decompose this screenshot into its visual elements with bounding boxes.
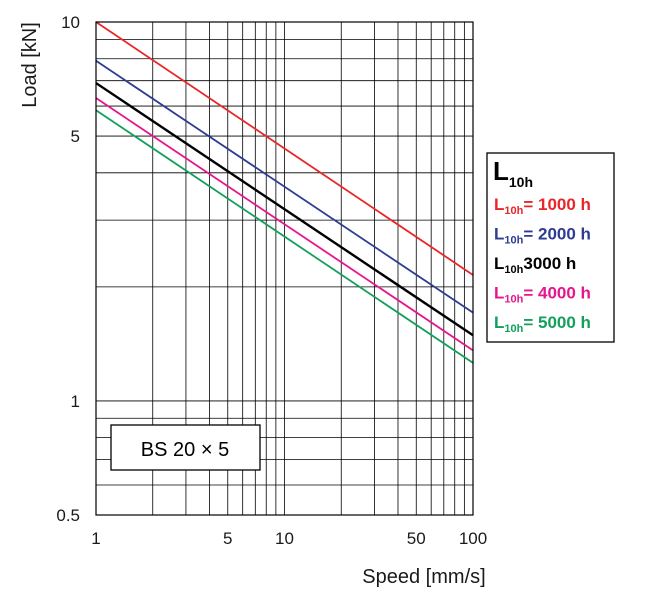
tick-labels: 1 5 10 50 100 10 5 1 0.5: [56, 13, 487, 548]
x-tick-label: 100: [459, 529, 487, 548]
model-label: BS 20 × 5: [141, 439, 229, 461]
legend: L10h L10h= 1000 h L10h= 2000 h L10h3000 h L…: [486, 152, 615, 343]
x-tick-label: 50: [407, 529, 426, 548]
legend-entry: L10h3000 h: [494, 254, 576, 276]
y-tick-label: 5: [71, 127, 80, 146]
legend-entry: L10h= 2000 h: [494, 225, 591, 247]
series-line: [95, 97, 474, 352]
series-line: [95, 109, 474, 364]
x-axis-label: Speed [mm/s]: [362, 566, 485, 588]
legend-entry: L10h= 1000 h: [494, 195, 591, 217]
legend-entry: L10h= 4000 h: [494, 284, 591, 306]
x-tick-label: 5: [223, 529, 232, 548]
series-line: [95, 82, 474, 337]
x-tick-label: 10: [275, 529, 294, 548]
series-line: [95, 21, 474, 276]
y-tick-label: 10: [61, 13, 80, 32]
legend-entry: L10h= 5000 h: [494, 313, 591, 335]
y-axis-label: Load [kN]: [19, 22, 41, 108]
y-tick-label: 0.5: [56, 506, 80, 525]
plot-frame: [95, 21, 474, 516]
x-tick-label: 1: [91, 529, 100, 548]
y-tick-label: 1: [71, 392, 80, 411]
legend-title: L10h: [493, 156, 533, 190]
series-line: [95, 60, 474, 314]
model-label-box: BS 20 × 5: [110, 424, 261, 471]
series-lines: [95, 21, 474, 364]
